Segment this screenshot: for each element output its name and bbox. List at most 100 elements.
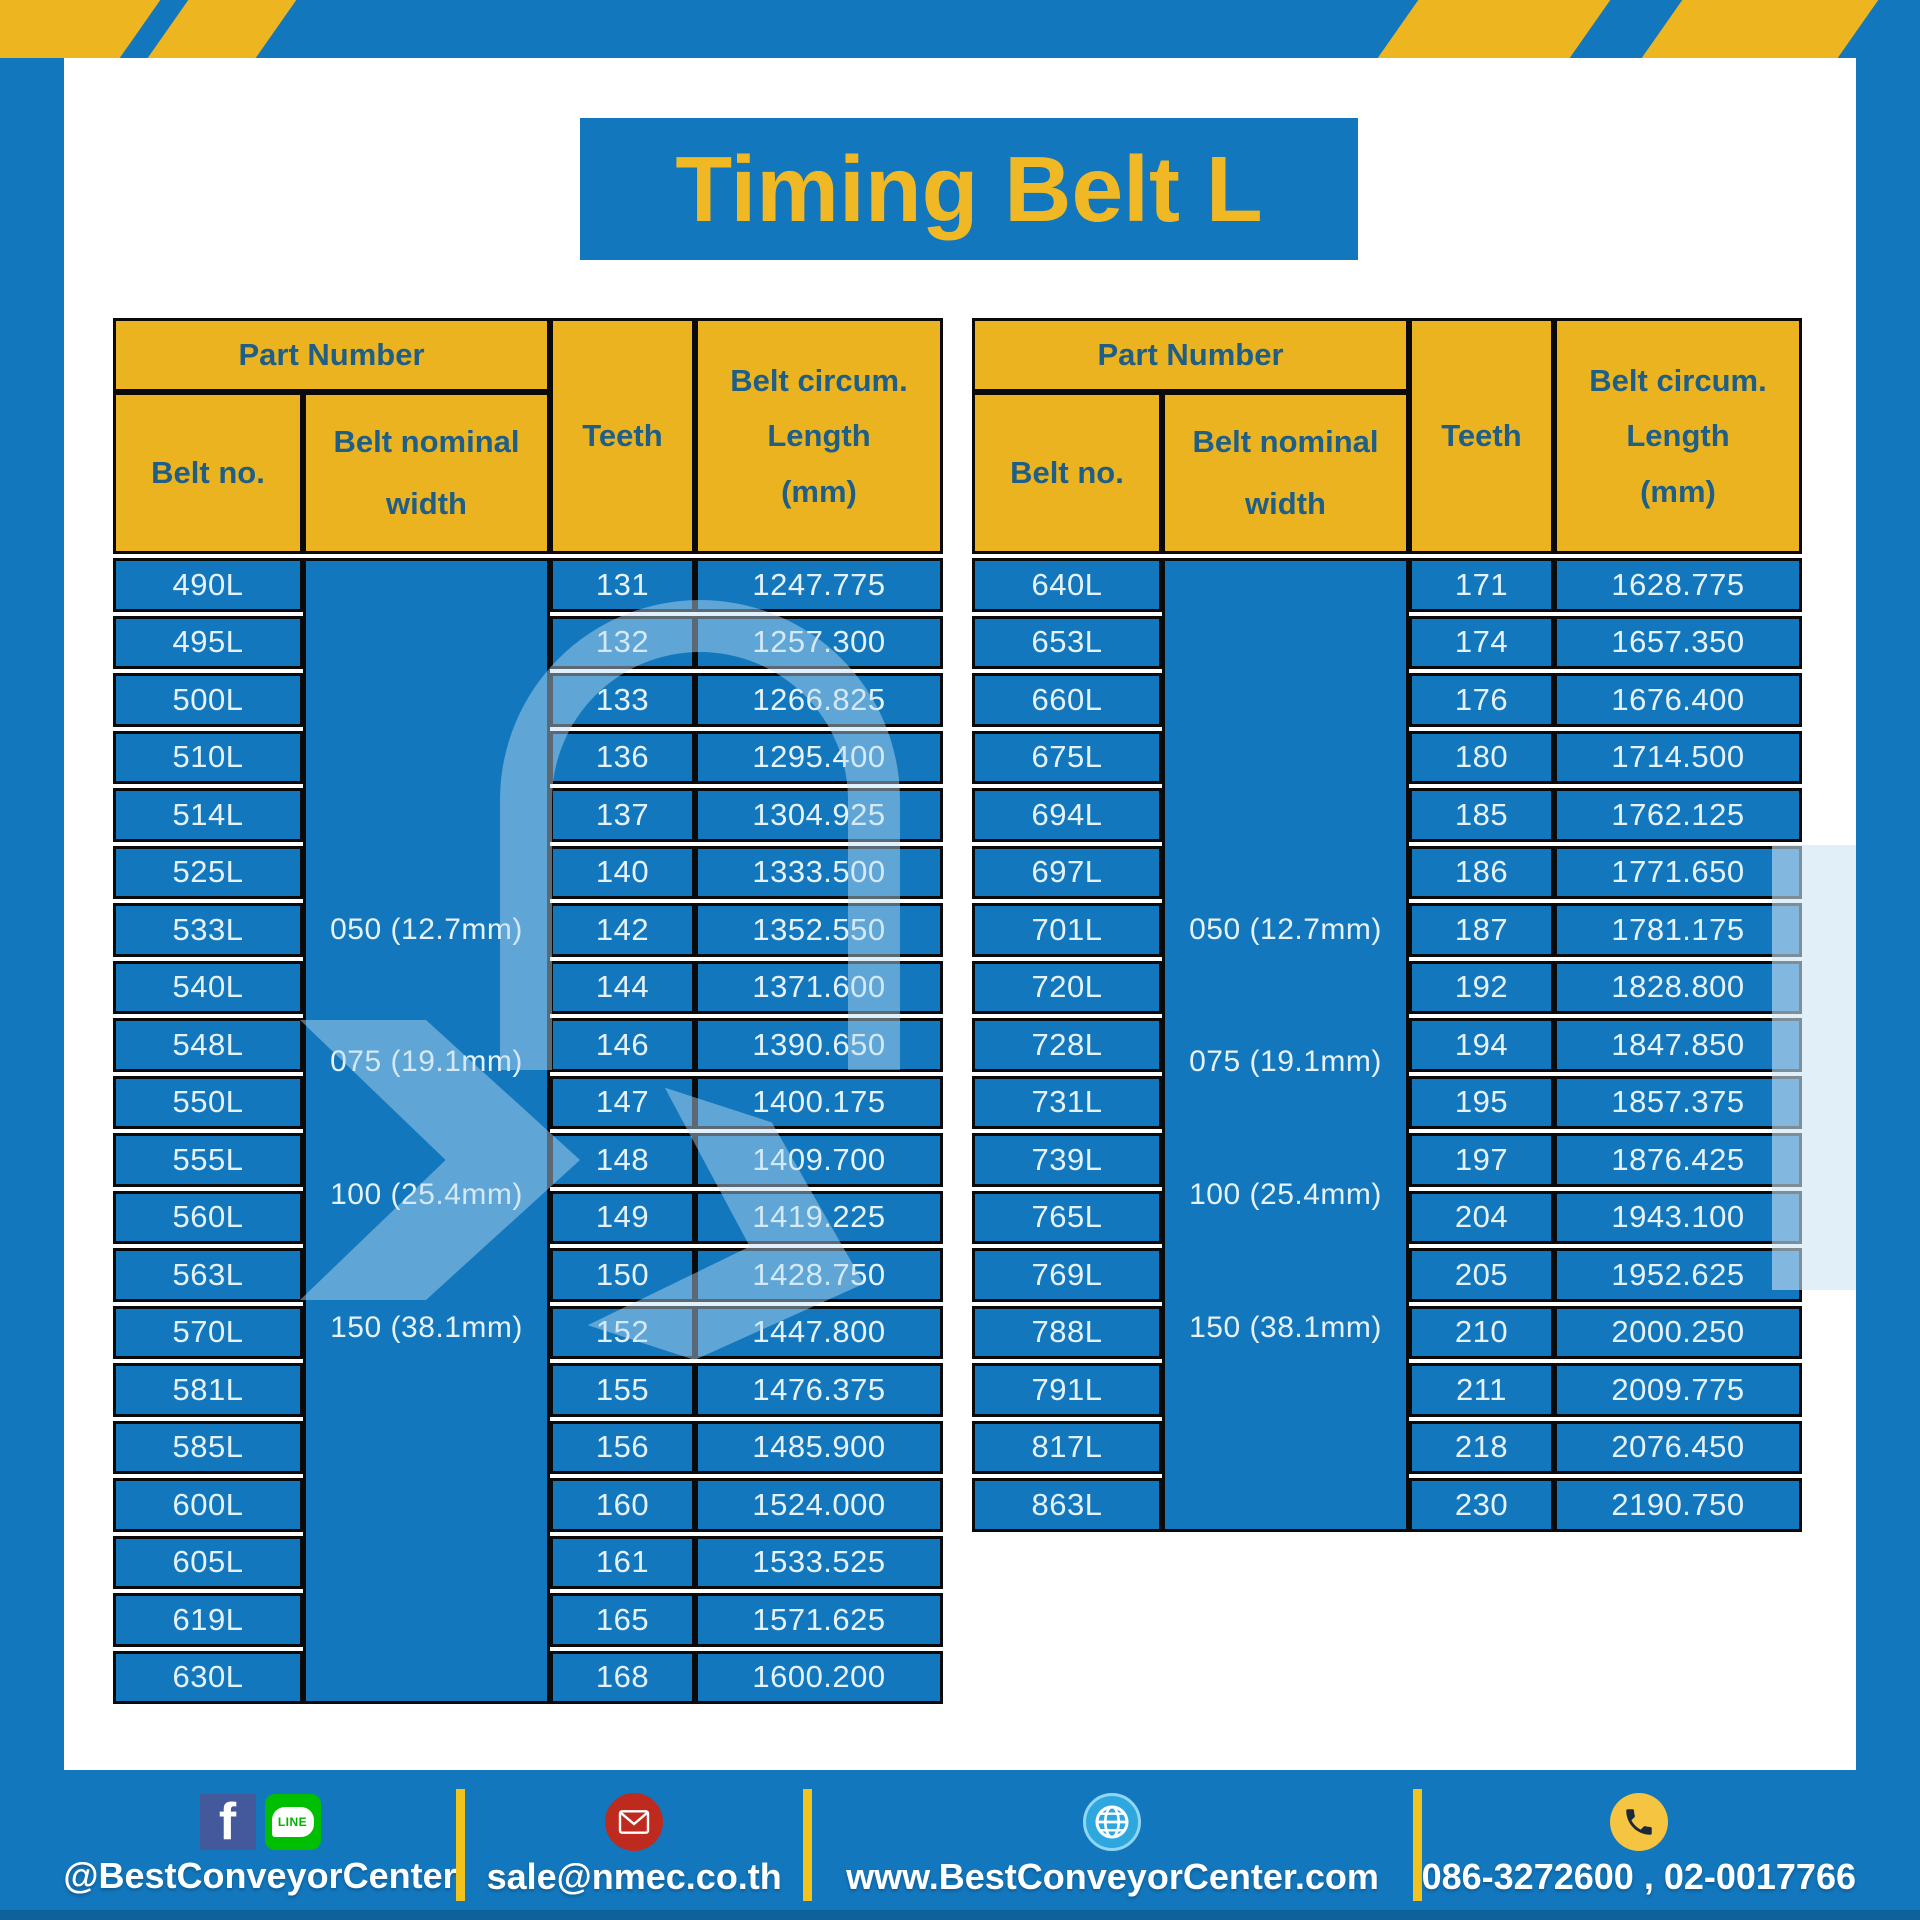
phone-numbers[interactable]: 086-3272600 , 02-0017766 bbox=[1421, 1855, 1856, 1897]
belt-cell: 660L bbox=[972, 673, 1162, 727]
length-cell: 1371.600 bbox=[695, 960, 943, 1014]
teeth-cell: 192 bbox=[1409, 960, 1554, 1014]
header-belt-circum-line1: Belt circum. bbox=[1589, 363, 1767, 399]
belt-width-merged-cell: 050 (12.7mm) 075 (19.1mm) 100 (25.4mm) 150 … bbox=[1162, 558, 1409, 1532]
belt-cell: 720L bbox=[972, 960, 1162, 1014]
belt-cell: 863L bbox=[972, 1478, 1162, 1532]
teeth-cell: 187 bbox=[1409, 903, 1554, 957]
belt-cell: 675L bbox=[972, 730, 1162, 784]
social-icons: f LINE bbox=[199, 1792, 321, 1851]
belt-width-merged-cell: 050 (12.7mm) 075 (19.1mm) 100 (25.4mm) 150 … bbox=[303, 558, 550, 1704]
belt-cell: 525L bbox=[113, 845, 303, 899]
header-belt-no: Belt no. bbox=[972, 392, 1162, 554]
length-cell: 1762.125 bbox=[1554, 788, 1802, 842]
bottom-edge-shadow bbox=[0, 1910, 1920, 1920]
teeth-cell: 148 bbox=[550, 1133, 695, 1187]
footer-website-section: www.BestConveyorCenter.com bbox=[812, 1792, 1412, 1898]
teeth-cell: 211 bbox=[1409, 1363, 1554, 1417]
length-cell: 1847.850 bbox=[1554, 1018, 1802, 1072]
belt-cell: 697L bbox=[972, 845, 1162, 899]
teeth-cell: 161 bbox=[550, 1535, 695, 1589]
teeth-cell: 144 bbox=[550, 960, 695, 1014]
teeth-cell: 140 bbox=[550, 845, 695, 899]
length-cell: 1333.500 bbox=[695, 845, 943, 899]
belt-width-label: 150 (38.1mm) bbox=[1189, 1311, 1382, 1344]
length-cell: 1876.425 bbox=[1554, 1133, 1802, 1187]
length-cell: 1400.175 bbox=[695, 1075, 943, 1129]
length-cell: 1943.100 bbox=[1554, 1190, 1802, 1244]
footer-divider bbox=[803, 1789, 813, 1901]
length-cell: 2190.750 bbox=[1554, 1478, 1802, 1532]
belt-cell: 495L bbox=[113, 615, 303, 669]
globe-icon[interactable] bbox=[1083, 1792, 1142, 1851]
header-belt-circum-line3: (mm) bbox=[781, 473, 857, 509]
belt-width-label: 100 (25.4mm) bbox=[330, 1178, 523, 1211]
phone-icon[interactable] bbox=[1609, 1792, 1668, 1851]
website-url[interactable]: www.BestConveyorCenter.com bbox=[846, 1855, 1379, 1897]
belt-cell: 739L bbox=[972, 1133, 1162, 1187]
teeth-cell: 174 bbox=[1409, 615, 1554, 669]
length-cell: 2076.450 bbox=[1554, 1420, 1802, 1474]
teeth-cell: 165 bbox=[550, 1593, 695, 1647]
envelope-glyph bbox=[618, 1809, 650, 1834]
belt-cell: 500L bbox=[113, 673, 303, 727]
belt-width-label: 050 (12.7mm) bbox=[1189, 913, 1382, 946]
belt-cell: 600L bbox=[113, 1478, 303, 1532]
line-icon[interactable]: LINE bbox=[264, 1793, 321, 1850]
belt-cell: 619L bbox=[113, 1593, 303, 1647]
teeth-cell: 204 bbox=[1409, 1190, 1554, 1244]
header-belt-circum-line1: Belt circum. bbox=[730, 363, 908, 399]
belt-width-label: 050 (12.7mm) bbox=[330, 913, 523, 946]
footer-phone-section: 086-3272600 , 02-0017766 bbox=[1421, 1792, 1856, 1898]
teeth-cell: 205 bbox=[1409, 1248, 1554, 1302]
teeth-cell: 152 bbox=[550, 1305, 695, 1359]
footer-email-section: sale@nmec.co.th bbox=[465, 1792, 803, 1898]
belt-cell: 791L bbox=[972, 1363, 1162, 1417]
belt-cell: 510L bbox=[113, 730, 303, 784]
belt-cell: 585L bbox=[113, 1420, 303, 1474]
belt-cell: 581L bbox=[113, 1363, 303, 1417]
spec-table-left: Part Number Teeth Belt circum. Length (m… bbox=[113, 318, 943, 1704]
teeth-cell: 132 bbox=[550, 615, 695, 669]
length-cell: 1390.650 bbox=[695, 1018, 943, 1072]
header-belt-circum-line2: Length bbox=[767, 418, 871, 454]
table-body: 050 (12.7mm) 075 (19.1mm) 100 (25.4mm) 150 … bbox=[113, 558, 943, 1704]
line-badge-text: LINE bbox=[277, 1814, 308, 1829]
belt-width-label: 075 (19.1mm) bbox=[1189, 1045, 1382, 1078]
teeth-cell: 180 bbox=[1409, 730, 1554, 784]
length-cell: 1781.175 bbox=[1554, 903, 1802, 957]
table-header: Part Number Teeth Belt circum. Length (m… bbox=[972, 318, 1802, 554]
belt-width-label: 100 (25.4mm) bbox=[1189, 1178, 1382, 1211]
teeth-cell: 155 bbox=[550, 1363, 695, 1417]
header-teeth: Teeth bbox=[550, 318, 695, 554]
teeth-cell: 142 bbox=[550, 903, 695, 957]
hazard-stripe bbox=[1641, 0, 1879, 58]
facebook-icon[interactable]: f bbox=[199, 1792, 256, 1851]
belt-cell: 533L bbox=[113, 903, 303, 957]
email-address[interactable]: sale@nmec.co.th bbox=[486, 1855, 782, 1897]
header-belt-no: Belt no. bbox=[113, 392, 303, 554]
facebook-letter: f bbox=[218, 1792, 237, 1851]
teeth-cell: 150 bbox=[550, 1248, 695, 1302]
length-cell: 1304.925 bbox=[695, 788, 943, 842]
belt-width-label: 150 (38.1mm) bbox=[330, 1311, 523, 1344]
belt-cell: 630L bbox=[113, 1650, 303, 1704]
teeth-cell: 218 bbox=[1409, 1420, 1554, 1474]
belt-cell: 550L bbox=[113, 1075, 303, 1129]
length-cell: 1771.650 bbox=[1554, 845, 1802, 899]
teeth-cell: 149 bbox=[550, 1190, 695, 1244]
social-handle[interactable]: @BestConveyorCenter bbox=[63, 1854, 457, 1896]
belt-cell: 728L bbox=[972, 1018, 1162, 1072]
belt-cell: 788L bbox=[972, 1305, 1162, 1359]
length-cell: 1485.900 bbox=[695, 1420, 943, 1474]
title-banner: Timing Belt L bbox=[580, 118, 1358, 260]
length-cell: 1257.300 bbox=[695, 615, 943, 669]
belt-cell: 817L bbox=[972, 1420, 1162, 1474]
length-cell: 1419.225 bbox=[695, 1190, 943, 1244]
email-icon[interactable] bbox=[605, 1792, 664, 1851]
length-cell: 1533.525 bbox=[695, 1535, 943, 1589]
header-belt-circumference: Belt circum. Length (mm) bbox=[695, 318, 943, 554]
length-cell: 1447.800 bbox=[695, 1305, 943, 1359]
hazard-stripe bbox=[147, 0, 297, 58]
header-part-number: Part Number bbox=[113, 318, 550, 392]
